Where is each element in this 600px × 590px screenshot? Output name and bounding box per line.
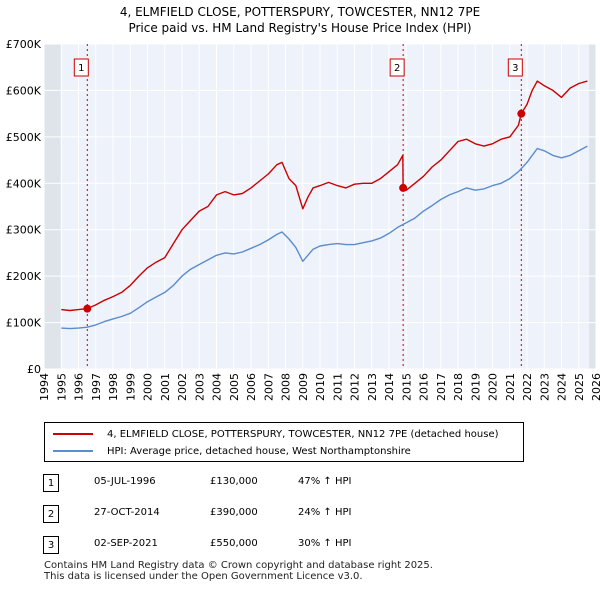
x-tick-label: 2024 — [556, 373, 569, 401]
sale-badge: 1 — [43, 474, 59, 492]
legend-item-hpi: HPI: Average price, detached house, West… — [53, 444, 411, 458]
sale-badge-label: 3 — [512, 63, 518, 74]
sale-marker — [517, 109, 526, 118]
shaded-region — [589, 44, 596, 369]
x-tick-label: 2005 — [228, 373, 241, 401]
x-tick-label: 2007 — [262, 373, 275, 401]
x-tick-label: 2018 — [452, 373, 465, 401]
x-tick-label: 2016 — [418, 373, 431, 401]
y-tick-label: £200K — [6, 270, 42, 283]
chart-legend: 4, ELMFIELD CLOSE, POTTERSPURY, TOWCESTE… — [44, 422, 524, 462]
sale-hpi-change: 47% ↑ HPI — [298, 476, 352, 487]
sale-price: £130,000 — [210, 476, 258, 487]
chart: 4, ELMFIELD CLOSE, POTTERSPURY, TOWCESTE… — [6, 5, 600, 401]
x-tick-label: 1995 — [55, 373, 68, 401]
footer-line-licence: This data is licensed under the Open Gov… — [44, 571, 363, 582]
y-tick-label: £700K — [6, 38, 42, 51]
sale-badge-label: 2 — [394, 63, 400, 74]
x-tick-label: 1994 — [38, 373, 51, 401]
x-tick-label: 2022 — [521, 373, 534, 401]
x-tick-label: 2000 — [142, 373, 155, 401]
sale-badge-box — [507, 58, 523, 77]
x-tick-label: 2009 — [297, 373, 310, 401]
sale-badge-box — [389, 58, 405, 77]
sale-badge: 2 — [43, 505, 59, 523]
legend-label-hpi: HPI: Average price, detached house, West… — [107, 445, 411, 457]
x-tick-label: 2014 — [383, 373, 396, 401]
chart-title: 4, ELMFIELD CLOSE, POTTERSPURY, TOWCESTE… — [120, 5, 480, 19]
x-tick-label: 2002 — [176, 373, 189, 401]
x-tick-label: 2011 — [331, 373, 344, 401]
sale-marker — [399, 183, 408, 192]
sale-date: 27-OCT-2014 — [94, 507, 160, 518]
x-tick-label: 2017 — [435, 373, 448, 401]
chart-subtitle: Price paid vs. HM Land Registry's House … — [128, 21, 471, 35]
sale-row: 2 27-OCT-2014 £390,000 24% ↑ HPI — [0, 505, 600, 523]
sale-price: £390,000 — [210, 507, 258, 518]
legend-swatch-hpi — [53, 450, 93, 452]
y-tick-label: £300K — [6, 224, 42, 237]
x-tick-label: 2004 — [211, 373, 224, 401]
x-tick-label: 2020 — [487, 373, 500, 401]
x-tick-label: 2006 — [245, 373, 258, 401]
y-tick-label: £400K — [6, 177, 42, 190]
x-tick-label: 2008 — [280, 373, 293, 401]
y-tick-label: £600K — [6, 84, 42, 97]
x-tick-label: 2015 — [400, 373, 413, 401]
x-tick-label: 1996 — [73, 373, 86, 401]
sale-row: 1 05-JUL-1996 £130,000 47% ↑ HPI — [0, 474, 600, 492]
footer-attribution: Contains HM Land Registry data © Crown c… — [44, 560, 433, 582]
x-tick-label: 1998 — [107, 373, 120, 401]
x-tick-label: 2026 — [590, 373, 600, 401]
y-tick-label: £0 — [27, 363, 41, 376]
sale-badge-label: 1 — [78, 63, 84, 74]
legend-label-property: 4, ELMFIELD CLOSE, POTTERSPURY, TOWCESTE… — [107, 428, 499, 440]
sale-date: 02-SEP-2021 — [94, 538, 158, 549]
x-tick-label: 1999 — [124, 373, 137, 401]
x-tick-label: 2023 — [538, 373, 551, 401]
x-tick-label: 2019 — [469, 373, 482, 401]
sale-badge: 3 — [43, 536, 59, 554]
x-tick-label: 2012 — [349, 373, 362, 401]
x-tick-label: 2003 — [193, 373, 206, 401]
sale-row: 3 02-SEP-2021 £550,000 30% ↑ HPI — [0, 536, 600, 554]
x-tick-label: 2025 — [573, 373, 586, 401]
shaded-region — [44, 44, 62, 369]
sale-badge-box — [73, 58, 89, 77]
sale-price: £550,000 — [210, 538, 258, 549]
sale-hpi-change: 24% ↑ HPI — [298, 507, 352, 518]
x-tick-label: 2010 — [314, 373, 327, 401]
sale-date: 05-JUL-1996 — [94, 476, 156, 487]
y-tick-label: £500K — [6, 131, 42, 144]
sale-hpi-change: 30% ↑ HPI — [298, 538, 352, 549]
x-tick-label: 2013 — [366, 373, 379, 401]
sale-marker — [83, 304, 92, 313]
footer-line-copyright: Contains HM Land Registry data © Crown c… — [44, 560, 433, 571]
legend-swatch-property — [53, 433, 93, 435]
series-line-property — [61, 80, 588, 312]
x-tick-label: 1997 — [90, 373, 103, 401]
y-tick-label: £100K — [6, 317, 42, 330]
x-tick-label: 2021 — [504, 373, 517, 401]
series-line-hpi — [61, 145, 588, 330]
x-tick-label: 2001 — [159, 373, 172, 401]
legend-item-property: 4, ELMFIELD CLOSE, POTTERSPURY, TOWCESTE… — [53, 427, 499, 441]
